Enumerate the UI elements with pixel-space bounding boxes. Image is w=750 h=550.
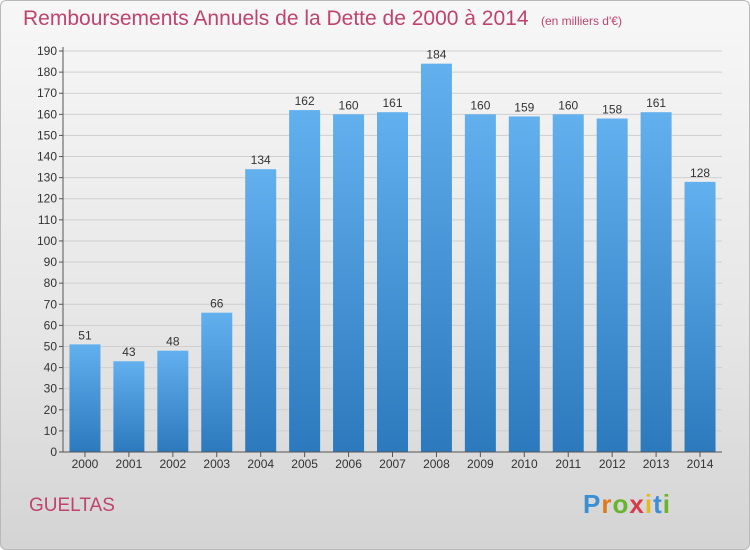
- data-label: 161: [382, 96, 402, 110]
- y-tick-label: 10: [44, 424, 58, 438]
- proxiti-logo: Proxiti: [583, 489, 671, 519]
- bar: [684, 181, 716, 452]
- x-tick-label: 2011: [555, 457, 581, 471]
- chart-title-row: Remboursements Annuels de la Dette de 20…: [23, 7, 622, 31]
- y-tick-label: 80: [44, 276, 58, 290]
- y-tick-label: 150: [37, 128, 57, 142]
- bar: [157, 350, 189, 452]
- x-tick-label: 2002: [159, 457, 186, 471]
- data-label: 51: [78, 328, 92, 342]
- y-tick-label: 30: [44, 382, 58, 396]
- y-tick-label: 110: [38, 213, 57, 227]
- data-label: 184: [426, 48, 446, 62]
- y-tick-label: 20: [44, 403, 58, 417]
- x-tick-label: 2010: [511, 457, 538, 471]
- bar: [113, 361, 145, 452]
- x-tick-label: 2003: [203, 457, 230, 471]
- data-label: 158: [602, 103, 622, 117]
- data-label: 159: [514, 100, 534, 114]
- y-tick-label: 130: [37, 171, 57, 185]
- axes: 0 10 20 30 40 50 60 70 80 90 100 110 120 130 140 150 160…: [37, 44, 722, 471]
- data-label: 128: [690, 166, 710, 180]
- commune-name: GUELTAS: [29, 495, 115, 516]
- bar: [245, 169, 277, 453]
- y-tick-label: 70: [44, 297, 58, 311]
- y-tick-label: 190: [37, 44, 57, 58]
- data-label: 160: [558, 98, 578, 112]
- x-tick-label: 2004: [247, 457, 274, 471]
- x-tick-label: 2013: [643, 457, 670, 471]
- y-tick-label: 140: [37, 150, 57, 164]
- chart-title: Remboursements Annuels de la Dette de 20…: [23, 7, 529, 30]
- bar: [201, 312, 233, 452]
- bar: [596, 118, 628, 453]
- bar: [464, 114, 496, 452]
- data-label: 66: [210, 297, 224, 311]
- y-tick-label: 100: [37, 234, 57, 248]
- y-tick-label: 40: [44, 361, 58, 375]
- data-label: 43: [122, 345, 136, 359]
- y-tick-label: 170: [37, 86, 57, 100]
- data-label: 134: [251, 153, 271, 167]
- bar: [377, 112, 408, 452]
- bars: 51 43 48 66 134 162 160 161 184 160 159 160 158 161 12…: [69, 48, 716, 453]
- y-tick-label: 60: [44, 318, 58, 332]
- x-tick-label: 2012: [599, 457, 626, 471]
- x-tick-label: 2007: [379, 457, 406, 471]
- x-tick-label: 2005: [291, 457, 318, 471]
- x-tick-label: 2000: [72, 457, 99, 471]
- bar: [420, 63, 452, 453]
- y-tick-label: 160: [37, 107, 57, 121]
- bar: [289, 110, 321, 453]
- y-tick-label: 120: [37, 192, 57, 206]
- data-label: 162: [295, 94, 315, 108]
- bar: [333, 114, 365, 452]
- y-tick-label: 90: [44, 255, 58, 269]
- x-tick-label: 2006: [335, 457, 362, 471]
- x-tick-label: 2009: [467, 457, 494, 471]
- data-label: 48: [166, 335, 180, 349]
- data-label: 160: [339, 98, 359, 112]
- bar: [552, 114, 584, 452]
- bar: [640, 112, 672, 452]
- chart-subtitle: (en milliers d'€): [540, 14, 622, 28]
- x-tick-label: 2014: [687, 457, 714, 471]
- x-tick-label: 2008: [423, 457, 450, 471]
- y-tick-label: 0: [50, 445, 57, 459]
- y-tick-label: 50: [44, 339, 58, 353]
- data-label: 161: [646, 96, 666, 110]
- bar: [508, 116, 540, 452]
- y-tick-label: 180: [37, 65, 57, 79]
- data-label: 160: [470, 98, 490, 112]
- bar: [69, 344, 101, 452]
- x-tick-label: 2001: [116, 457, 143, 471]
